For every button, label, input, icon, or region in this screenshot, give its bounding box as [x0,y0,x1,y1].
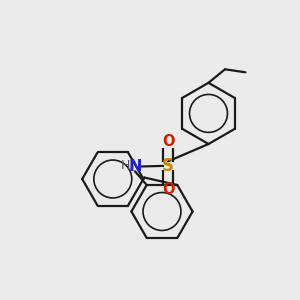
Text: N: N [128,159,142,174]
Text: O: O [162,134,174,149]
Text: H: H [121,159,130,172]
Text: O: O [162,182,174,197]
Text: S: S [162,157,174,175]
